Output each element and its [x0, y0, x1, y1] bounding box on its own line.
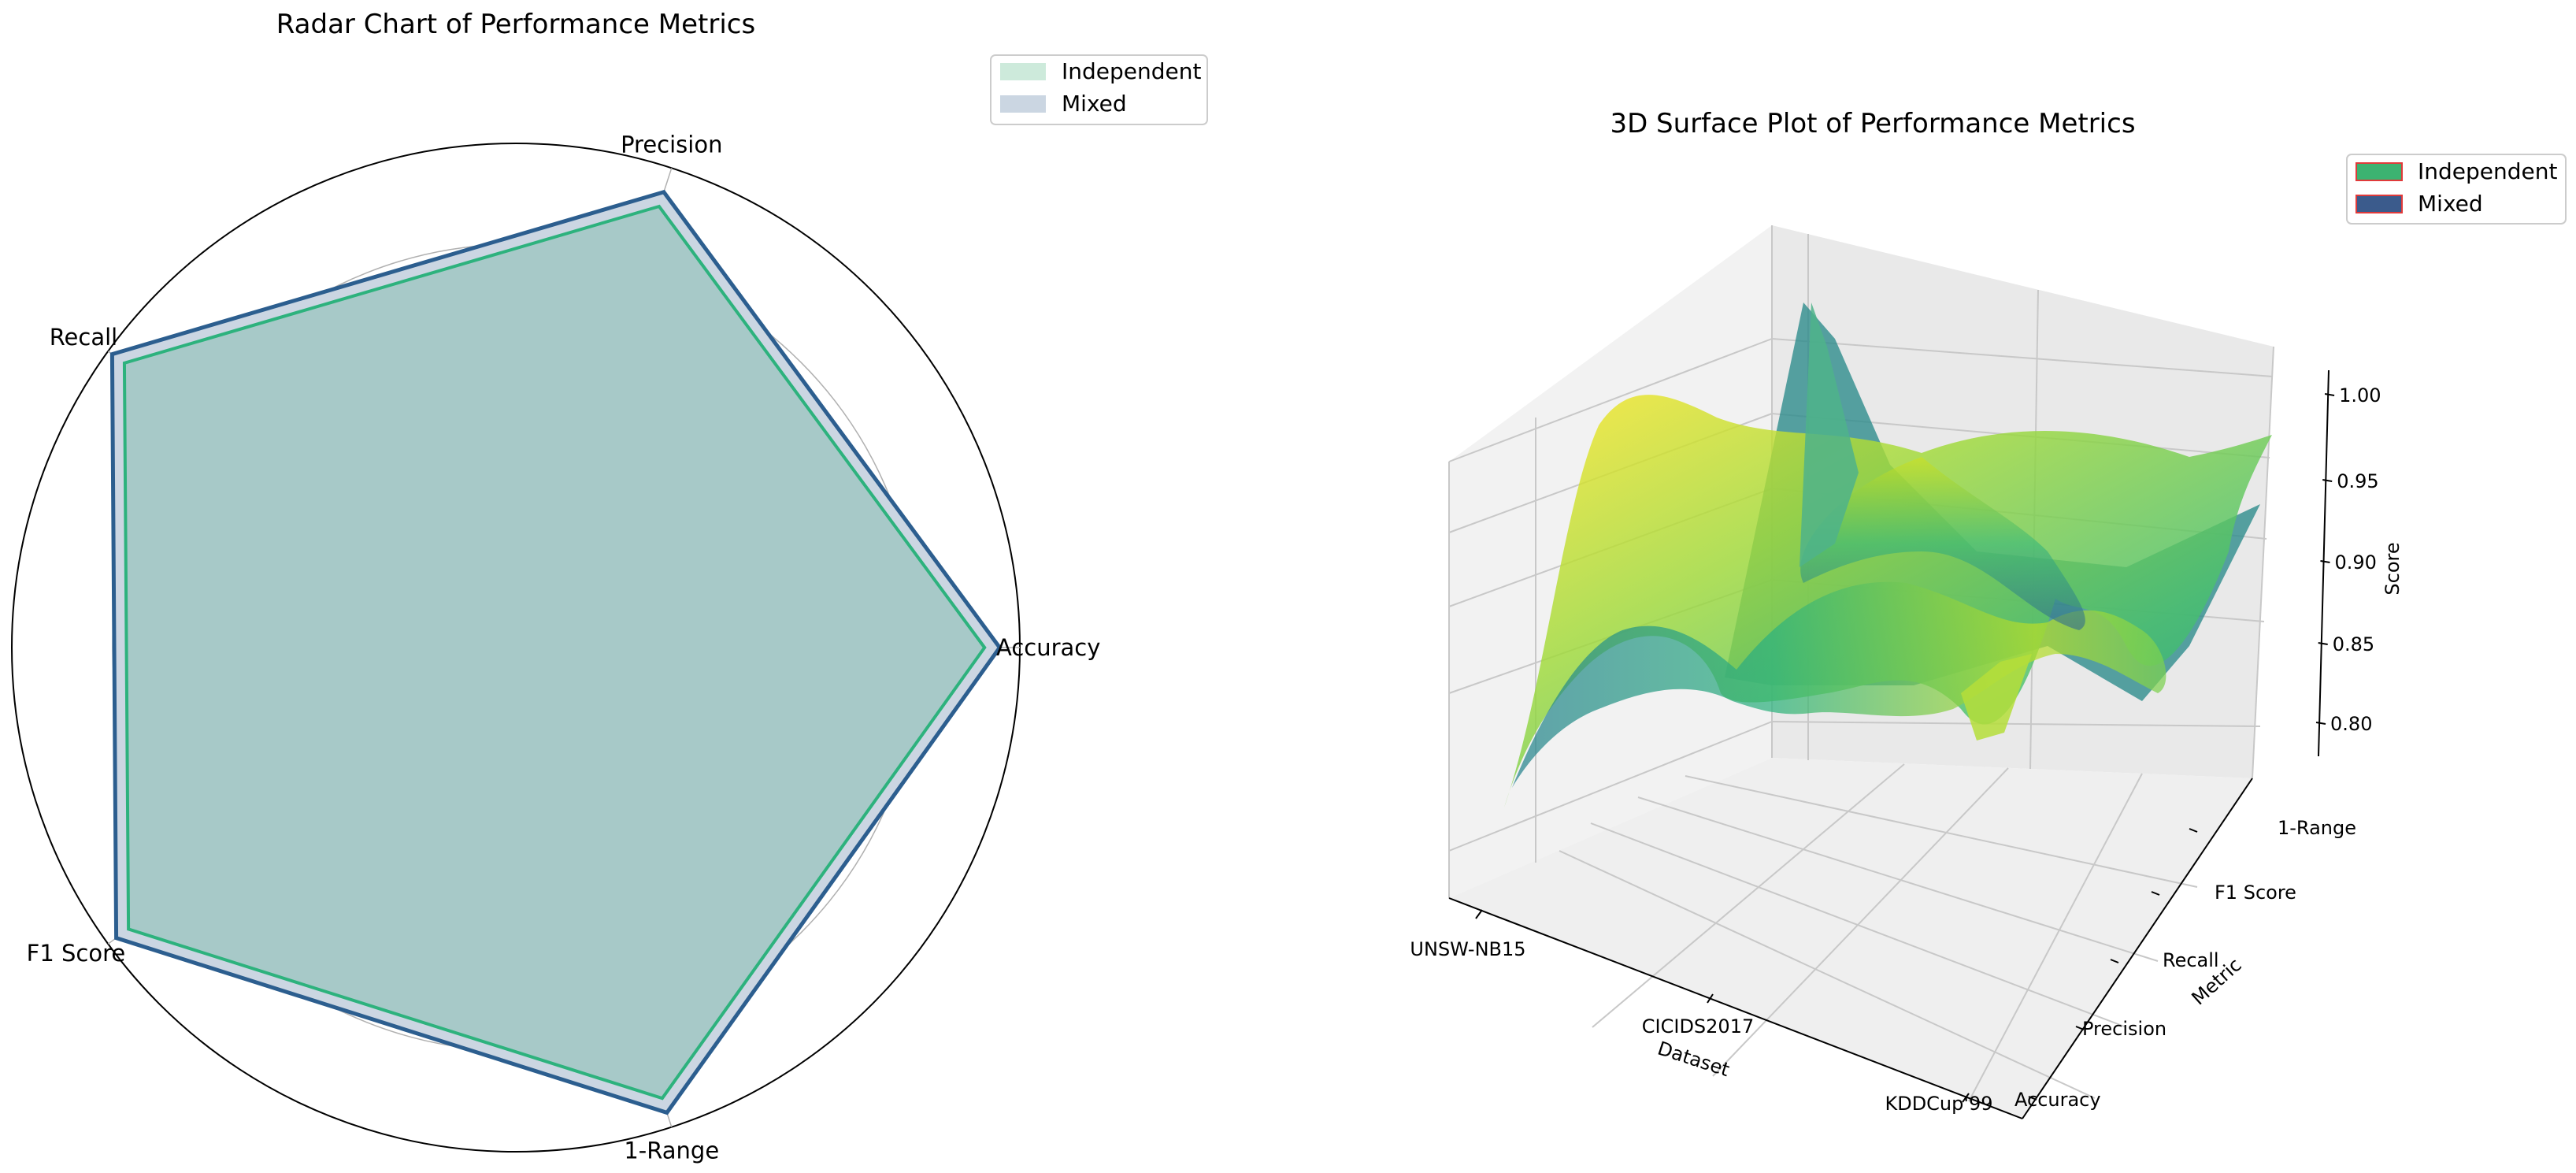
surface-fold	[1800, 457, 2085, 630]
radar-axis-label-3: F1 Score	[27, 940, 126, 967]
surface-mesh	[1504, 303, 2272, 807]
surface-mixed-main	[1512, 581, 2166, 788]
y-tick-label-3: F1 Score	[2215, 882, 2296, 904]
y-tick-label-1: Precision	[2082, 1018, 2166, 1040]
z-axis: 0.80 0.85 0.90 0.95 1.00 Score	[2315, 369, 2404, 757]
radar-chart: Radar Chart of Performance Metrics Accur…	[11, 9, 1208, 1164]
radar-line-independent	[122, 204, 987, 1101]
x-tick-label-0: UNSW-NB15	[1410, 938, 1525, 960]
legend-swatch-mixed-3d	[2355, 195, 2403, 213]
z-tick-4	[2324, 393, 2335, 396]
radar-legend: Independent Mixed	[990, 54, 1208, 125]
z-tick-label-2: 0.90	[2334, 551, 2376, 574]
radar-series-layer	[109, 189, 1003, 1115]
x-tick-label-2: KDDCup'99	[1885, 1093, 1992, 1115]
radar-fill-independent	[124, 206, 985, 1099]
z-tick-label-3: 0.95	[2337, 470, 2378, 492]
z-tick-label-4: 1.00	[2339, 384, 2381, 406]
radar-line-mixed	[109, 189, 1003, 1115]
surface-peak	[1799, 303, 1859, 567]
y-tick-3	[2151, 891, 2160, 896]
z-tick-2	[2320, 560, 2330, 563]
z-tick-label-0: 0.80	[2330, 713, 2372, 735]
radar-axis-label-1: Precision	[621, 131, 722, 158]
z-tick-group: 0.80 0.85 0.90 0.95 1.00	[2315, 384, 2381, 735]
y-tick-label-2: Recall	[2163, 949, 2219, 971]
radar-axis-label-0: Accuracy	[996, 634, 1100, 661]
x-tick-label-1: CICIDS2017	[1642, 1015, 1754, 1038]
y-tick-0	[2028, 1096, 2037, 1101]
z-axis-label: Score	[2381, 542, 2404, 595]
x-tick-0	[1475, 909, 1483, 919]
z-tick-3	[2322, 479, 2333, 482]
y-tick-2	[2110, 959, 2119, 963]
x-tick-2	[1962, 1093, 1970, 1103]
y-tick-1	[2075, 1026, 2085, 1030]
y-tick-4	[2189, 828, 2198, 833]
surface-legend: Independent Mixed	[2346, 154, 2567, 225]
radar-axis-label-2: Recall	[50, 324, 118, 351]
z-tick-1	[2318, 642, 2328, 645]
radar-title: Radar Chart of Performance Metrics	[276, 9, 755, 40]
x-tick-1	[1707, 993, 1714, 1004]
legend-swatch-independent	[1000, 63, 1046, 80]
z-tick-0	[2315, 722, 2326, 725]
legend-swatch-mixed	[1000, 95, 1046, 113]
legend-label-independent-3d: Independent	[2418, 158, 2557, 184]
z-tick-label-1: 0.85	[2333, 633, 2374, 655]
surface-chart: 3D Surface Plot of Performance Metrics	[1410, 108, 2567, 1119]
x-axis-label: Dataset	[1655, 1038, 1732, 1082]
legend-label-mixed: Mixed	[1062, 91, 1127, 117]
surface-dip	[1961, 654, 2032, 741]
legend-swatch-independent-3d	[2355, 162, 2403, 181]
floor-pane	[1449, 758, 2252, 1119]
radar-axis-labels: Accuracy Precision Recall F1 Score 1-Range	[27, 131, 1101, 1164]
legend-label-independent: Independent	[1062, 58, 1201, 84]
surface-title: 3D Surface Plot of Performance Metrics	[1610, 108, 2135, 139]
y-tick-label-0: Accuracy	[2014, 1089, 2101, 1111]
legend-label-mixed-3d: Mixed	[2418, 191, 2483, 217]
y-tick-label-4: 1-Range	[2278, 817, 2356, 839]
radar-axis-label-4: 1-Range	[624, 1138, 719, 1164]
